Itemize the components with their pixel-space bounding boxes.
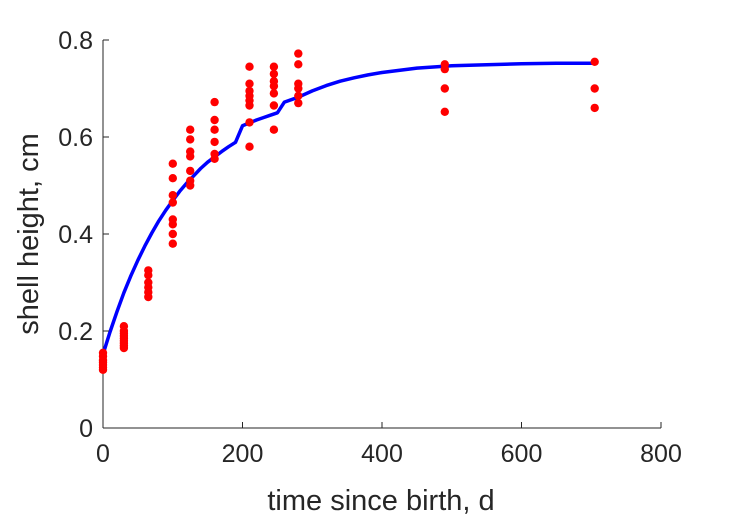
data-point <box>210 115 219 125</box>
data-point <box>168 191 177 200</box>
y-axis-title: shell height, cm <box>13 133 45 335</box>
data-point <box>440 107 449 117</box>
data-point <box>168 198 177 207</box>
data-point <box>245 101 254 110</box>
data-point <box>168 220 177 229</box>
data-point <box>168 229 177 239</box>
data-point <box>186 152 195 161</box>
fit-curve <box>101 61 597 357</box>
data-point <box>269 62 279 71</box>
data-point <box>98 365 108 374</box>
data-point <box>440 84 449 93</box>
y-tick-label: 0.4 <box>58 221 93 249</box>
data-point <box>210 137 219 147</box>
data-point <box>168 159 177 168</box>
x-axis-title: time since birth, d <box>267 485 494 517</box>
y-tick-label: 0.6 <box>58 124 93 152</box>
data-point <box>144 271 153 280</box>
x-tick-label: 0 <box>96 440 110 468</box>
data-point <box>245 62 254 71</box>
data-point <box>590 103 599 113</box>
x-tick-label: 400 <box>361 440 403 468</box>
data-point <box>269 101 279 110</box>
data-point <box>269 69 279 79</box>
data-point <box>440 64 449 74</box>
data-point <box>210 125 219 134</box>
data-point <box>294 60 303 69</box>
data-point <box>245 142 254 151</box>
data-point <box>168 239 177 248</box>
data-point <box>294 49 303 58</box>
data-point <box>294 98 303 108</box>
y-tick-label: 0 <box>79 415 93 443</box>
data-point <box>590 57 599 66</box>
data-point <box>144 292 153 302</box>
data-point <box>119 343 129 353</box>
data-point <box>245 118 254 127</box>
data-point <box>186 125 195 134</box>
data-point <box>269 89 279 98</box>
x-tick-label: 600 <box>501 440 543 468</box>
data-point <box>210 154 219 163</box>
x-axis-ticks: 0 200 400 600 800 <box>96 422 682 468</box>
data-point <box>186 135 195 144</box>
data-point <box>168 174 177 183</box>
data-point <box>269 81 279 91</box>
x-tick-label: 200 <box>222 440 264 468</box>
y-tick-label: 0.2 <box>58 318 93 346</box>
data-point <box>590 84 599 93</box>
data-point <box>210 97 219 107</box>
data-point <box>269 125 279 134</box>
data-point <box>245 79 254 88</box>
data-point <box>294 84 303 93</box>
data-points <box>98 49 599 374</box>
data-point <box>186 166 195 176</box>
plot-area <box>98 40 661 429</box>
data-point <box>186 181 195 190</box>
data-point <box>294 91 303 101</box>
y-axis-ticks: 0 0.2 0.4 0.6 0.8 <box>58 27 109 443</box>
y-tick-label: 0.8 <box>58 27 93 55</box>
x-tick-label: 800 <box>640 440 682 468</box>
